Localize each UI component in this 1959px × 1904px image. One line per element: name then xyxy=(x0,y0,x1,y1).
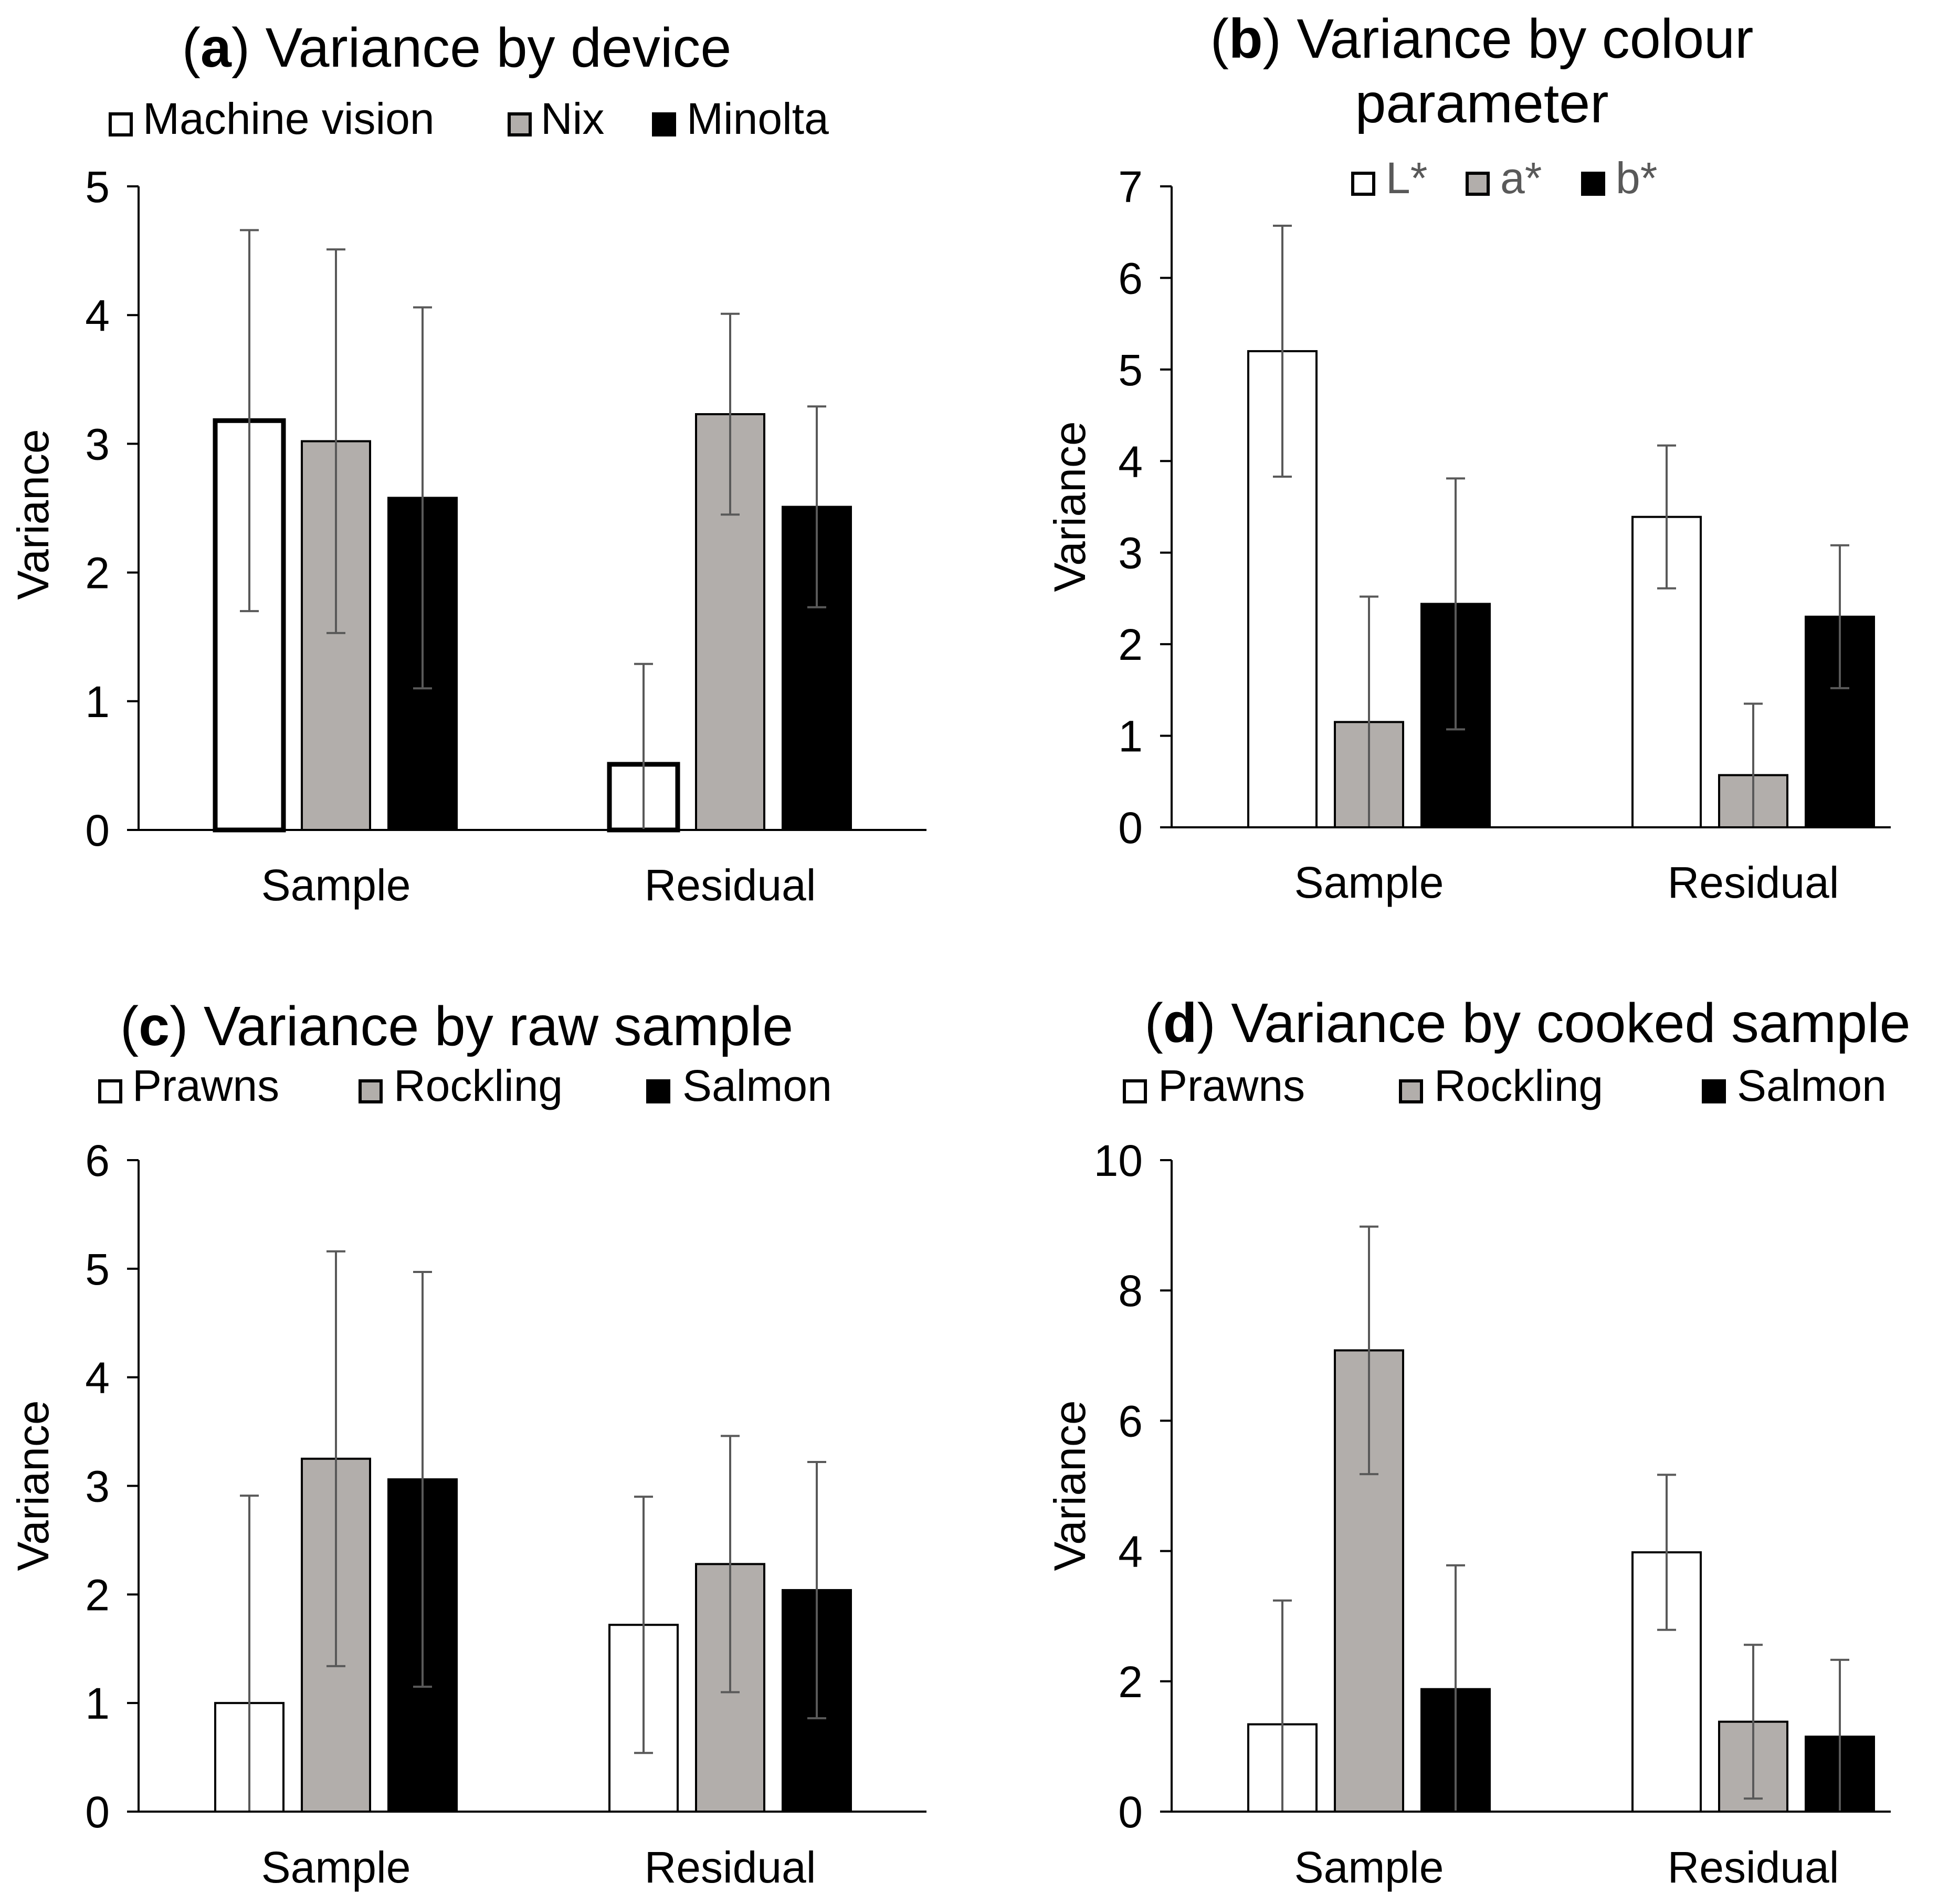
y-tick-label: 2 xyxy=(1118,620,1143,669)
y-tick-label: 6 xyxy=(1118,254,1143,303)
title-text: ) Variance by device xyxy=(231,17,732,79)
legend-swatch-white xyxy=(109,112,133,136)
legend-swatch-grey xyxy=(1399,1079,1423,1103)
y-tick-label: 7 xyxy=(1118,162,1143,212)
x-tick-label: Residual xyxy=(1668,858,1839,907)
y-tick-label: 3 xyxy=(85,419,110,469)
chart-legend: Prawns Rockling Salmon xyxy=(1123,1061,1887,1110)
y-axis-label: Variance xyxy=(1045,1400,1094,1571)
chart-title: (a) Variance by device xyxy=(182,17,732,79)
y-tick-label: 0 xyxy=(85,1787,110,1837)
chart-legend: L* a* b* xyxy=(1351,153,1657,203)
y-axis-label: Variance xyxy=(1045,421,1094,592)
legend-label: Machine vision xyxy=(143,94,435,143)
legend-swatch-black xyxy=(1702,1079,1726,1103)
title-text: ) Variance by raw sample xyxy=(170,995,793,1057)
y-tick-label: 1 xyxy=(1118,712,1143,761)
y-tick-label: 3 xyxy=(1118,529,1143,578)
chart-title: (b) Variance by colour xyxy=(1210,8,1754,70)
y-tick-label: 6 xyxy=(1118,1396,1143,1446)
y-tick-label: 4 xyxy=(1118,437,1143,486)
legend-label: Rockling xyxy=(1434,1061,1603,1110)
legend-label: Salmon xyxy=(682,1061,832,1110)
legend-swatch-black xyxy=(652,112,676,136)
chart-legend: Prawns Rockling Salmon xyxy=(98,1061,832,1110)
x-tick-label: Residual xyxy=(645,1843,816,1892)
title-text: ) Variance by colour xyxy=(1263,8,1754,70)
legend-swatch-white xyxy=(98,1079,122,1103)
title-paren: ( xyxy=(1210,8,1229,70)
legend-label: L* xyxy=(1386,153,1427,203)
legend-label: Nix xyxy=(541,94,604,143)
y-tick-label: 8 xyxy=(1118,1266,1143,1316)
y-tick-label: 2 xyxy=(1118,1657,1143,1707)
legend-label: Salmon xyxy=(1737,1061,1887,1110)
y-tick-label: 0 xyxy=(1118,1787,1143,1837)
legend-swatch-white xyxy=(1351,172,1375,196)
legend-swatch-white xyxy=(1123,1079,1147,1103)
y-tick-label: 5 xyxy=(1118,345,1143,395)
chart-title-line: parameter xyxy=(1355,72,1608,134)
y-tick-label: 6 xyxy=(85,1136,110,1185)
y-tick-label: 1 xyxy=(85,1679,110,1728)
chart-legend: Machine vision Nix Minolta xyxy=(109,94,829,143)
panel-letter: a xyxy=(201,17,232,79)
x-tick-label: Sample xyxy=(261,860,411,910)
y-axis-label: Variance xyxy=(8,1400,58,1571)
y-tick-label: 5 xyxy=(85,1245,110,1294)
y-tick-label: 4 xyxy=(85,291,110,340)
x-tick-label: Sample xyxy=(1294,858,1444,907)
y-tick-label: 4 xyxy=(1118,1527,1143,1576)
legend-swatch-grey xyxy=(1466,172,1490,196)
panel-letter: b xyxy=(1229,8,1263,70)
x-tick-label: Sample xyxy=(1294,1843,1444,1892)
legend-swatch-grey xyxy=(508,112,532,136)
title-paren: ( xyxy=(182,17,201,79)
x-tick-label: Sample xyxy=(261,1843,411,1892)
title-paren: ( xyxy=(120,995,139,1057)
title-text: ) Variance by cooked sample xyxy=(1197,992,1911,1054)
legend-label: Prawns xyxy=(1158,1061,1305,1110)
chart-title: (d) Variance by cooked sample xyxy=(1144,992,1910,1054)
chart-panel-d: (d) Variance by cooked sample Prawns Rockl… xyxy=(1045,992,1911,1892)
legend-label: Rockling xyxy=(394,1061,563,1110)
y-tick-label: 2 xyxy=(85,549,110,598)
title-paren: ( xyxy=(1144,992,1163,1054)
y-axis-label: Variance xyxy=(8,429,58,599)
y-tick-label: 0 xyxy=(85,806,110,855)
legend-label: Prawns xyxy=(132,1061,279,1110)
legend-swatch-black xyxy=(1581,172,1605,196)
y-tick-label: 1 xyxy=(85,677,110,727)
panel-letter: d xyxy=(1163,992,1197,1054)
x-tick-label: Residual xyxy=(1668,1843,1839,1892)
legend-label: a* xyxy=(1500,153,1542,203)
y-tick-label: 3 xyxy=(85,1462,110,1511)
y-tick-label: 0 xyxy=(1118,803,1143,853)
legend-swatch-grey xyxy=(359,1079,383,1103)
legend-label: b* xyxy=(1616,153,1657,203)
y-tick-label: 10 xyxy=(1094,1136,1143,1185)
legend-swatch-black xyxy=(646,1079,670,1103)
chart-title: (c) Variance by raw sample xyxy=(120,995,793,1057)
y-tick-label: 2 xyxy=(85,1570,110,1619)
x-tick-label: Residual xyxy=(645,860,816,910)
y-tick-label: 4 xyxy=(85,1353,110,1403)
panel-letter: c xyxy=(139,995,170,1057)
y-tick-label: 5 xyxy=(85,162,110,212)
legend-label: Minolta xyxy=(687,94,829,143)
